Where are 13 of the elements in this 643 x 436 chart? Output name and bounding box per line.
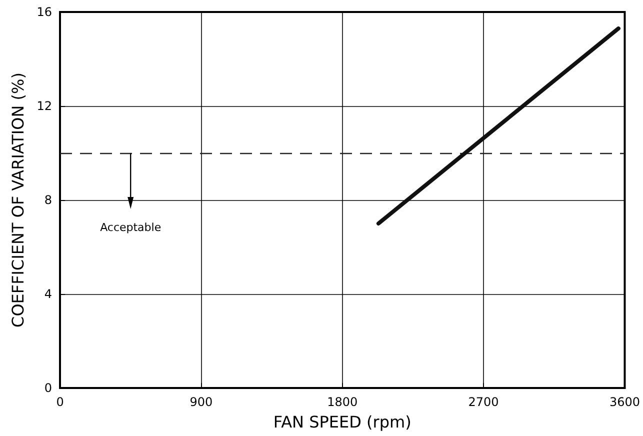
x-tick-label: 2700 bbox=[468, 395, 499, 409]
x-tick-label: 3600 bbox=[609, 395, 640, 409]
y-axis-title: COEFFICIENT OF VARIATION (%) bbox=[8, 72, 28, 328]
y-tick-label: 12 bbox=[36, 99, 52, 113]
x-tick-label: 0 bbox=[56, 395, 64, 409]
annotation: Acceptable bbox=[100, 221, 162, 234]
y-tick-label: 0 bbox=[44, 381, 52, 395]
y-tick-label: 16 bbox=[36, 5, 52, 19]
x-tick-label: 1800 bbox=[327, 395, 358, 409]
x-tick-label: 900 bbox=[190, 395, 213, 409]
y-tick-label: 4 bbox=[44, 287, 52, 301]
y-tick-label: 8 bbox=[44, 193, 52, 207]
x-axis-title: FAN SPEED (rpm) bbox=[273, 412, 412, 432]
